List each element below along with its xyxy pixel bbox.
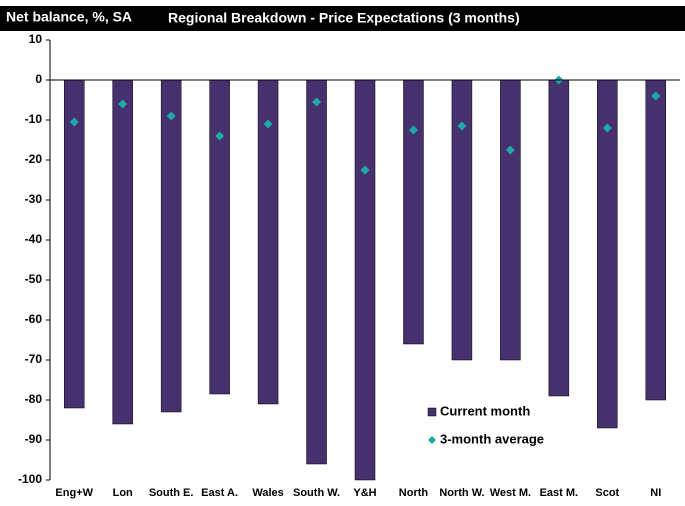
marker [505,145,515,155]
y-tick-label: -10 [25,112,43,126]
x-tick-label: Y&H [353,487,376,499]
x-tick-label: Scot [595,487,619,499]
y-tick-label: -30 [25,192,43,206]
marker [457,121,467,131]
y-tick-label: -100 [18,472,42,486]
bar [548,79,570,397]
x-tick-label: West M. [490,487,531,499]
y-axis-label: Net balance, %, SA [6,9,132,25]
chart-title: Regional Breakdown - Price Expectations … [168,10,520,26]
marker [118,99,128,109]
bar [257,79,279,405]
marker [69,117,79,127]
bar [403,79,424,345]
bar [160,79,182,413]
marker [215,131,225,141]
y-tick-label: -50 [25,272,43,286]
marker [263,119,273,129]
bar [306,79,327,465]
x-tick-label: North W. [439,487,484,499]
marker [360,165,370,175]
y-tick-label: -40 [25,232,43,246]
bar [354,79,376,481]
bar [209,79,230,395]
marker [312,97,322,107]
bar [500,79,521,361]
x-tick-label: Lon [113,487,133,499]
x-tick-label: South E. [149,487,194,499]
legend-swatch [427,407,437,417]
marker [408,125,418,135]
marker [166,111,176,121]
marker [651,91,661,101]
x-tick-label: South W. [293,487,340,499]
x-tick-label: Wales [252,487,283,499]
x-tick-label: East M. [540,487,579,499]
legend-swatch [428,436,436,444]
y-tick-label: -70 [25,352,43,366]
y-tick-label: 0 [35,72,42,86]
y-tick-label: -60 [25,312,43,326]
header-band [0,6,685,31]
y-tick-label: -20 [25,152,43,166]
y-tick-label: -80 [25,392,43,406]
x-tick-label: East A. [201,487,238,499]
x-tick-label: North [399,487,429,499]
legend-label: 3-month average [440,431,544,446]
marker [602,123,612,133]
y-tick-label: 10 [29,32,43,46]
y-tick-label: -90 [25,432,43,446]
legend-label: Current month [440,403,530,418]
bar [645,79,667,401]
x-tick-label: NI [650,487,661,499]
bar [112,79,133,425]
x-tick-label: Eng+W [55,487,93,499]
bar [63,79,85,409]
